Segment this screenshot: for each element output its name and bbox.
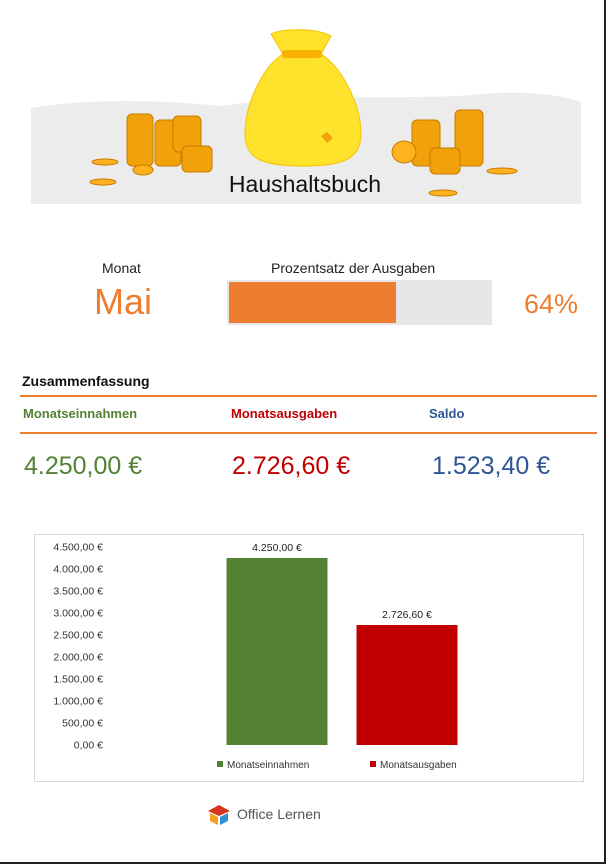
expenses-header: Monatsausgaben bbox=[231, 406, 338, 421]
y-tick-label: 2.000,00 € bbox=[53, 652, 103, 664]
balance-header: Saldo bbox=[429, 406, 465, 421]
expense-percentage-label: Prozentsatz der Ausgaben bbox=[271, 260, 436, 276]
income-expense-chart: 4.500,00 € 4.000,00 € 3.500,00 € 3.000,00 €… bbox=[34, 534, 584, 782]
y-tick-label: 1.500,00 € bbox=[53, 674, 103, 686]
coin-stack-icon bbox=[89, 109, 518, 197]
income-header: Monatseinnahmen bbox=[23, 406, 138, 421]
y-tick-label: 3.500,00 € bbox=[53, 586, 103, 598]
y-tick-label: 4.500,00 € bbox=[53, 542, 103, 554]
legend-label: Monatsausgaben bbox=[380, 760, 457, 771]
expense-percentage-value: 64% bbox=[524, 289, 579, 319]
income-amount: 4.250,00 € bbox=[24, 452, 143, 480]
summary-title: Zusammenfassung bbox=[22, 373, 150, 389]
page-title: Haushaltsbuch bbox=[228, 171, 382, 197]
y-tick-label: 2.500,00 € bbox=[53, 630, 103, 642]
legend-swatch bbox=[217, 761, 223, 767]
bar-expenses bbox=[356, 625, 458, 745]
month-label: Monat bbox=[102, 260, 141, 276]
expenses-amount: 2.726,60 € bbox=[232, 452, 351, 480]
y-tick-label: 4.000,00 € bbox=[53, 564, 103, 576]
chart-canvas: 4.500,00 € 4.000,00 € 3.500,00 € 3.000,00 €… bbox=[53, 542, 458, 771]
bar-income bbox=[226, 558, 328, 745]
balance-amount: 1.523,40 € bbox=[432, 452, 551, 480]
y-tick-label: 0,00 € bbox=[74, 740, 103, 752]
hero-banner bbox=[31, 28, 581, 204]
expense-progress-bar bbox=[227, 280, 492, 325]
summary-divider-top bbox=[20, 395, 597, 397]
legend-swatch bbox=[370, 761, 376, 767]
y-tick-label: 1.000,00 € bbox=[53, 696, 103, 708]
y-tick-label: 500,00 € bbox=[62, 718, 103, 730]
legend-label: Monatseinnahmen bbox=[227, 760, 309, 771]
bar-data-label: 4.250,00 € bbox=[252, 542, 302, 554]
month-value: Mai bbox=[94, 281, 153, 322]
expense-progress-fill bbox=[229, 282, 396, 323]
money-bag-icon bbox=[244, 29, 362, 167]
brand-name: Office Lernen bbox=[237, 806, 321, 822]
bar-data-label: 2.726,60 € bbox=[382, 609, 432, 621]
y-tick-label: 3.000,00 € bbox=[53, 608, 103, 620]
summary-divider-bottom bbox=[20, 432, 597, 434]
office-lernen-logo-icon bbox=[206, 804, 232, 831]
